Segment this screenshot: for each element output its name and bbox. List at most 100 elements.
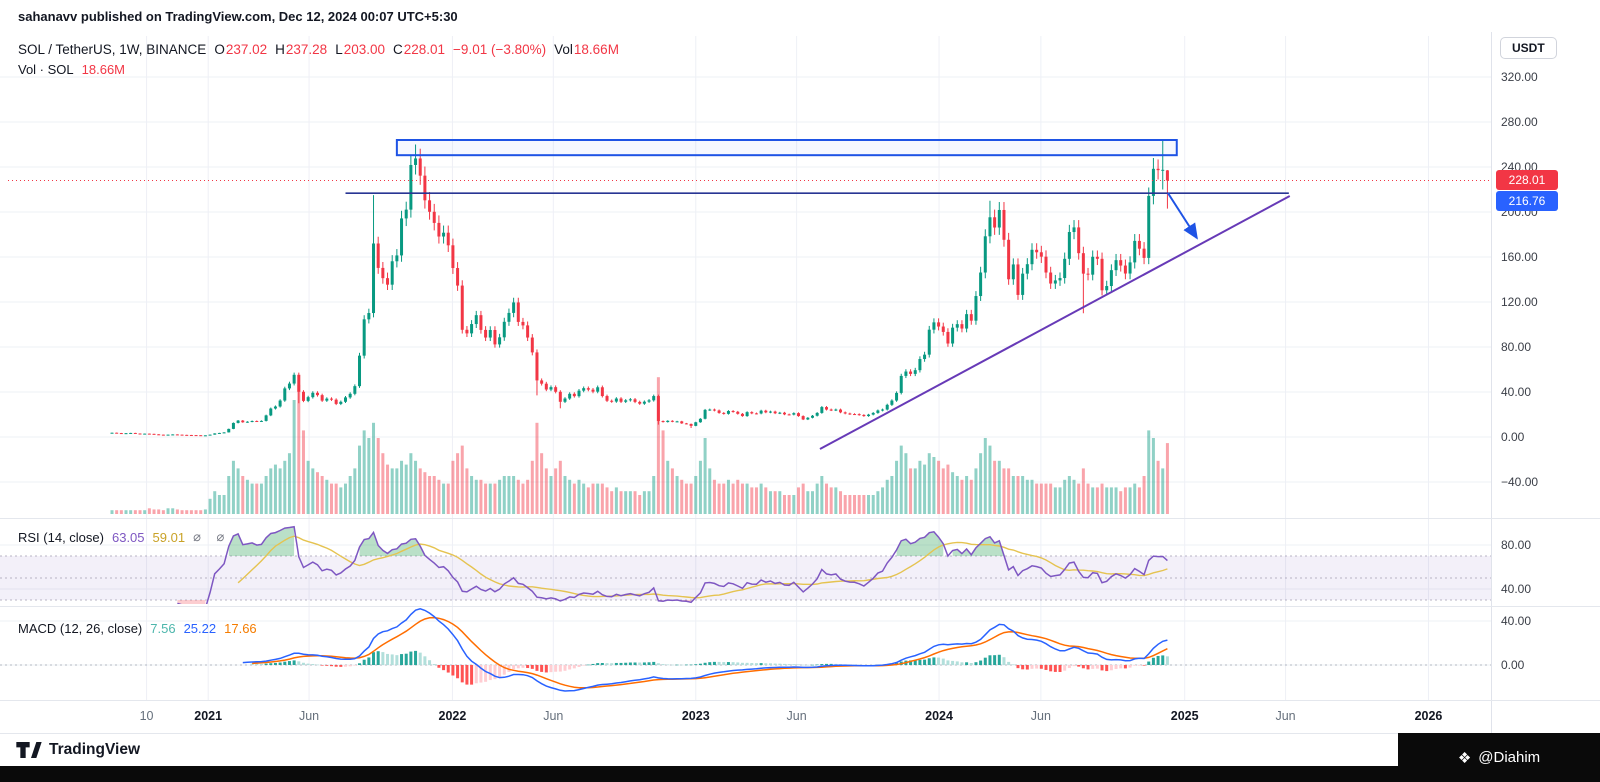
candle-body[interactable]	[283, 388, 287, 401]
candle-body[interactable]	[582, 388, 586, 391]
candle-body[interactable]	[1058, 278, 1062, 281]
candle-body[interactable]	[969, 314, 973, 321]
candle-body[interactable]	[530, 337, 534, 353]
candle-body[interactable]	[927, 329, 931, 355]
candle-body[interactable]	[624, 400, 628, 402]
candle-body[interactable]	[269, 408, 273, 416]
candle-body[interactable]	[740, 413, 744, 417]
candle-body[interactable]	[138, 433, 142, 435]
candle-body[interactable]	[456, 268, 460, 286]
candle-body[interactable]	[133, 432, 137, 434]
candle-body[interactable]	[227, 428, 231, 433]
candle-body[interactable]	[381, 267, 385, 279]
candle-body[interactable]	[1072, 227, 1076, 233]
candle-body[interactable]	[507, 312, 511, 322]
candle-body[interactable]	[881, 409, 885, 411]
candle-body[interactable]	[825, 407, 829, 410]
candle-body[interactable]	[834, 409, 838, 411]
candle-body[interactable]	[194, 435, 198, 437]
candle-body[interactable]	[652, 396, 656, 401]
currency-toggle-button[interactable]: USDT	[1500, 37, 1557, 59]
candle-body[interactable]	[273, 406, 277, 409]
candle-body[interactable]	[255, 421, 259, 423]
candle-body[interactable]	[666, 420, 670, 423]
candle-body[interactable]	[287, 383, 291, 389]
candle-body[interactable]	[1091, 256, 1095, 275]
candle-body[interactable]	[278, 400, 282, 407]
candle-body[interactable]	[647, 400, 651, 402]
candle-body[interactable]	[498, 337, 502, 345]
candle-body[interactable]	[180, 434, 184, 436]
candle-body[interactable]	[540, 380, 544, 384]
candle-body[interactable]	[409, 164, 413, 210]
candle-body[interactable]	[759, 410, 763, 414]
candle-body[interactable]	[208, 434, 212, 436]
symbol-title[interactable]: SOL / TetherUS, 1W, BINANCE	[18, 42, 207, 57]
macd-line[interactable]	[242, 608, 1168, 692]
candle-body[interactable]	[437, 222, 441, 237]
candle-body[interactable]	[951, 327, 955, 344]
candle-body[interactable]	[941, 326, 945, 332]
candle-body[interactable]	[689, 423, 693, 426]
trendline-drawing[interactable]	[819, 195, 1291, 450]
candle-body[interactable]	[479, 315, 483, 330]
candle-body[interactable]	[110, 432, 114, 434]
arrow-drawing[interactable]	[1167, 192, 1198, 240]
candle-body[interactable]	[442, 232, 446, 237]
candle-body[interactable]	[712, 409, 716, 411]
candle-body[interactable]	[708, 409, 712, 411]
candle-body[interactable]	[638, 401, 642, 404]
candle-body[interactable]	[568, 393, 572, 399]
candle-body[interactable]	[264, 415, 268, 421]
candle-body[interactable]	[1095, 256, 1099, 259]
rsi-hide-icons[interactable]: ⌀ ⌀	[193, 529, 231, 544]
candle-body[interactable]	[642, 401, 646, 404]
candle-body[interactable]	[909, 371, 913, 374]
candle-body[interactable]	[558, 391, 562, 402]
rsi-line[interactable]	[177, 525, 1168, 609]
candle-body[interactable]	[1123, 265, 1127, 274]
candle-body[interactable]	[680, 421, 684, 424]
candle-body[interactable]	[913, 370, 917, 374]
candle-body[interactable]	[694, 422, 698, 426]
candle-body[interactable]	[358, 355, 362, 387]
candle-body[interactable]	[965, 314, 969, 329]
candle-body[interactable]	[353, 386, 357, 394]
candle-body[interactable]	[152, 433, 156, 435]
candle-body[interactable]	[782, 412, 786, 415]
candle-body[interactable]	[605, 396, 609, 401]
candle-body[interactable]	[591, 389, 595, 392]
candle-body[interactable]	[400, 218, 404, 256]
candle-body[interactable]	[918, 359, 922, 371]
candle-body[interactable]	[386, 278, 390, 285]
resistance-box-drawing[interactable]	[395, 139, 1178, 157]
candle-body[interactable]	[535, 352, 539, 381]
macd-legend[interactable]: MACD (12, 26, close) 7.56 25.22 17.66	[18, 621, 257, 636]
candle-body[interactable]	[1165, 170, 1169, 181]
candle-body[interactable]	[395, 255, 399, 262]
candle-body[interactable]	[404, 209, 408, 219]
time-axis[interactable]: 10 2021 Jun 2022 Jun 2023 Jun 2024 Jun 2025 Jun 202…	[0, 701, 1491, 733]
candle-body[interactable]	[1030, 249, 1034, 265]
candle-body[interactable]	[722, 412, 726, 414]
candle-body[interactable]	[997, 209, 1001, 228]
candle-body[interactable]	[1035, 249, 1039, 253]
candle-body[interactable]	[512, 302, 516, 313]
rsi-plot[interactable]	[177, 525, 1168, 609]
candle-body[interactable]	[157, 434, 161, 436]
candle-body[interactable]	[736, 411, 740, 414]
candle-body[interactable]	[203, 435, 207, 437]
candle-body[interactable]	[853, 414, 857, 416]
candle-body[interactable]	[129, 432, 133, 434]
candle-body[interactable]	[451, 245, 455, 269]
candle-body[interactable]	[171, 434, 175, 436]
candle-body[interactable]	[1100, 258, 1104, 291]
candle-body[interactable]	[988, 217, 992, 237]
candle-body[interactable]	[661, 421, 665, 423]
candle-body[interactable]	[390, 261, 394, 285]
candle-body[interactable]	[983, 236, 987, 273]
candle-body[interactable]	[1049, 272, 1053, 284]
candle-body[interactable]	[923, 354, 927, 360]
candle-body[interactable]	[848, 413, 852, 415]
candle-body[interactable]	[698, 418, 702, 423]
